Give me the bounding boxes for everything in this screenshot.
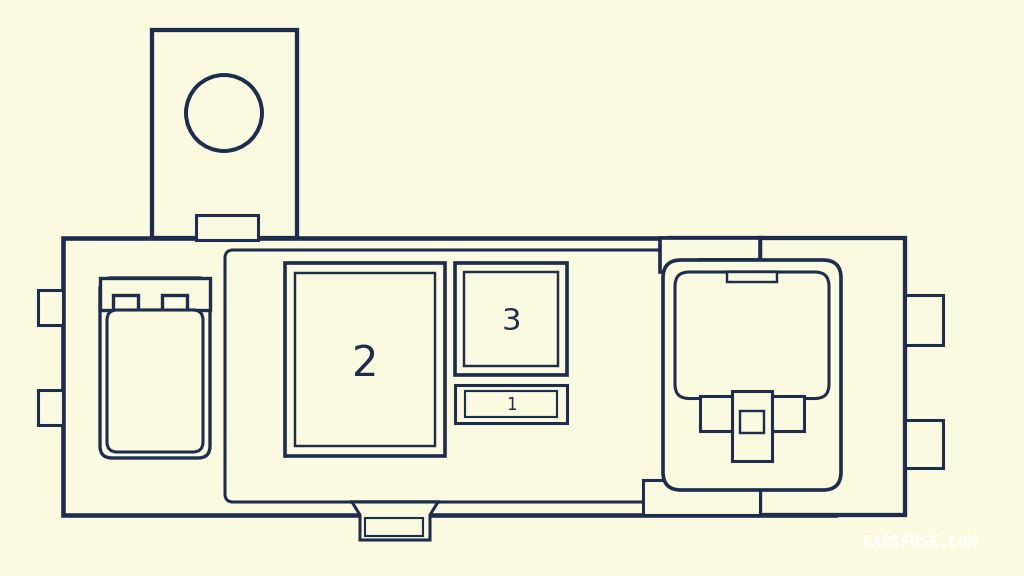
Bar: [772, 396, 804, 431]
Polygon shape: [660, 238, 760, 272]
Bar: [643, 480, 760, 515]
Bar: [670, 238, 760, 270]
Text: 1: 1: [506, 396, 516, 414]
Bar: [905, 295, 943, 345]
Text: 3: 3: [502, 308, 521, 336]
Bar: [727, 272, 777, 282]
Text: 2: 2: [352, 343, 378, 385]
FancyBboxPatch shape: [100, 278, 210, 458]
Bar: [38, 290, 63, 325]
FancyBboxPatch shape: [663, 260, 841, 490]
Text: CARSFUSE.COM: CARSFUSE.COM: [863, 535, 979, 550]
Bar: [760, 238, 905, 515]
Circle shape: [186, 75, 262, 151]
FancyBboxPatch shape: [225, 250, 665, 502]
Bar: [740, 411, 764, 433]
Bar: [152, 30, 297, 238]
Bar: [38, 390, 63, 425]
Bar: [196, 215, 258, 240]
Polygon shape: [100, 278, 210, 310]
Bar: [455, 263, 567, 375]
Bar: [365, 518, 423, 536]
Bar: [732, 391, 772, 461]
Bar: [63, 238, 835, 515]
Bar: [700, 396, 732, 431]
Bar: [905, 420, 943, 468]
Bar: [465, 391, 557, 417]
Bar: [455, 385, 567, 423]
FancyBboxPatch shape: [675, 272, 829, 399]
FancyBboxPatch shape: [106, 310, 203, 452]
Bar: [464, 272, 558, 366]
Bar: [285, 263, 445, 456]
Polygon shape: [352, 502, 438, 540]
Bar: [295, 273, 435, 446]
